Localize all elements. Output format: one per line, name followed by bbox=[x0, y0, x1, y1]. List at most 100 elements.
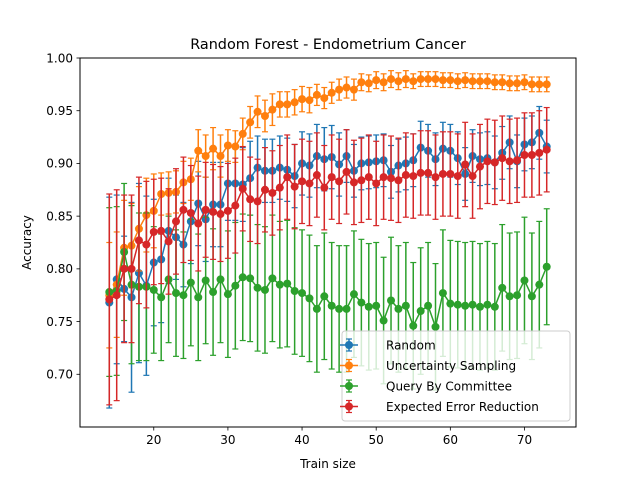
data-point bbox=[535, 280, 544, 289]
data-point bbox=[312, 90, 321, 99]
legend-marker bbox=[345, 361, 353, 370]
data-point bbox=[283, 100, 292, 109]
y-axis-label: Accuracy bbox=[20, 215, 34, 270]
data-point bbox=[305, 96, 314, 105]
data-point bbox=[438, 76, 447, 85]
data-point bbox=[298, 177, 307, 186]
data-point bbox=[149, 227, 158, 236]
data-point bbox=[438, 289, 447, 298]
data-point bbox=[461, 76, 470, 85]
data-point bbox=[260, 185, 269, 194]
data-point bbox=[446, 169, 455, 178]
data-point bbox=[483, 77, 492, 86]
data-point bbox=[527, 150, 536, 159]
data-point bbox=[424, 75, 433, 84]
data-point bbox=[268, 274, 277, 283]
data-point bbox=[305, 294, 314, 303]
data-point bbox=[357, 176, 366, 185]
data-point bbox=[424, 301, 433, 310]
data-point bbox=[468, 77, 477, 86]
data-point bbox=[498, 283, 507, 292]
data-point bbox=[483, 300, 492, 309]
data-point bbox=[349, 85, 358, 94]
x-tick-label: 20 bbox=[146, 433, 161, 447]
data-point bbox=[342, 304, 351, 313]
data-point bbox=[401, 75, 410, 84]
data-point bbox=[231, 142, 240, 151]
data-point bbox=[246, 195, 255, 204]
data-point bbox=[416, 75, 425, 84]
chart-title: Random Forest - Endometrium Cancer bbox=[190, 37, 466, 53]
data-point bbox=[179, 205, 188, 214]
data-point bbox=[327, 173, 336, 182]
data-point bbox=[290, 182, 299, 191]
data-point bbox=[527, 80, 536, 89]
data-point bbox=[387, 174, 396, 183]
data-point bbox=[335, 177, 344, 186]
data-point bbox=[179, 291, 188, 300]
data-point bbox=[379, 78, 388, 87]
data-point bbox=[209, 144, 218, 153]
y-tick-label: 0.95 bbox=[46, 104, 73, 118]
data-point bbox=[453, 172, 462, 181]
data-point bbox=[112, 291, 121, 300]
data-point bbox=[105, 295, 114, 304]
data-point bbox=[438, 169, 447, 178]
data-point bbox=[409, 77, 418, 86]
data-point bbox=[387, 296, 396, 305]
data-point bbox=[201, 276, 210, 285]
data-point bbox=[364, 302, 373, 311]
legend-box bbox=[341, 330, 571, 422]
data-point bbox=[320, 94, 329, 103]
x-tick-label: 60 bbox=[443, 433, 458, 447]
data-point bbox=[379, 316, 388, 325]
data-point bbox=[379, 173, 388, 182]
axes-frame bbox=[79, 57, 577, 428]
data-point bbox=[468, 172, 477, 181]
legend-label: Random bbox=[386, 339, 436, 353]
data-point bbox=[542, 145, 551, 154]
data-point bbox=[505, 79, 514, 88]
x-axis-ticks: 20 30 40 50 60 70 bbox=[146, 427, 532, 447]
data-point bbox=[349, 290, 358, 299]
data-point bbox=[364, 173, 373, 182]
data-point bbox=[357, 298, 366, 307]
data-point bbox=[409, 172, 418, 181]
data-point bbox=[149, 285, 158, 294]
data-point bbox=[127, 264, 136, 273]
data-point bbox=[453, 300, 462, 309]
data-point bbox=[520, 276, 529, 285]
data-point bbox=[335, 85, 344, 94]
data-point bbox=[505, 157, 514, 166]
data-point bbox=[424, 168, 433, 177]
y-tick-label: 0.90 bbox=[46, 157, 73, 171]
data-point bbox=[223, 290, 232, 299]
data-point bbox=[209, 207, 218, 216]
data-point bbox=[194, 146, 203, 155]
legend-label: Uncertainty Sampling bbox=[386, 359, 516, 373]
data-point bbox=[246, 274, 255, 283]
data-point bbox=[194, 219, 203, 228]
data-point bbox=[201, 205, 210, 214]
data-point bbox=[446, 76, 455, 85]
data-point bbox=[275, 183, 284, 192]
data-point bbox=[431, 75, 440, 84]
data-point bbox=[446, 299, 455, 308]
data-point bbox=[268, 188, 277, 197]
data-point bbox=[342, 83, 351, 92]
data-point bbox=[372, 301, 381, 310]
data-point bbox=[527, 292, 536, 301]
data-point bbox=[394, 176, 403, 185]
data-point bbox=[505, 292, 514, 301]
data-point bbox=[231, 281, 240, 290]
data-point bbox=[372, 179, 381, 188]
data-point bbox=[320, 292, 329, 301]
data-point bbox=[290, 286, 299, 295]
data-point bbox=[394, 304, 403, 313]
data-point bbox=[253, 197, 262, 206]
data-point bbox=[260, 111, 269, 120]
data-point bbox=[172, 289, 181, 298]
data-point bbox=[401, 301, 410, 310]
data-point bbox=[142, 240, 151, 249]
data-point bbox=[238, 184, 247, 193]
